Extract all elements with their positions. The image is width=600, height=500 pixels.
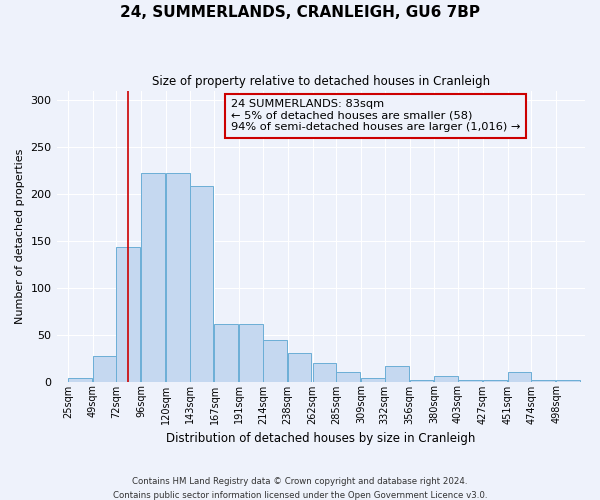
Bar: [288, 354, 311, 382]
Bar: [458, 380, 482, 382]
Bar: [214, 324, 238, 382]
Text: Contains HM Land Registry data © Crown copyright and database right 2024.
Contai: Contains HM Land Registry data © Crown c…: [113, 478, 487, 500]
Bar: [92, 356, 116, 382]
Text: 24 SUMMERLANDS: 83sqm
← 5% of detached houses are smaller (58)
94% of semi-detac: 24 SUMMERLANDS: 83sqm ← 5% of detached h…: [231, 100, 520, 132]
Bar: [68, 378, 92, 382]
Bar: [116, 248, 140, 382]
Bar: [508, 372, 532, 382]
Title: Size of property relative to detached houses in Cranleigh: Size of property relative to detached ho…: [152, 75, 490, 88]
Bar: [263, 340, 287, 382]
Bar: [385, 366, 409, 382]
Bar: [532, 380, 555, 382]
Bar: [190, 186, 214, 382]
Bar: [336, 372, 360, 382]
Bar: [313, 362, 336, 382]
Bar: [483, 380, 506, 382]
Y-axis label: Number of detached properties: Number of detached properties: [15, 148, 25, 324]
Bar: [434, 376, 458, 382]
Bar: [410, 380, 433, 382]
Bar: [166, 173, 190, 382]
Bar: [239, 324, 263, 382]
Bar: [556, 380, 580, 382]
Text: 24, SUMMERLANDS, CRANLEIGH, GU6 7BP: 24, SUMMERLANDS, CRANLEIGH, GU6 7BP: [120, 5, 480, 20]
Bar: [141, 173, 165, 382]
Bar: [361, 378, 385, 382]
X-axis label: Distribution of detached houses by size in Cranleigh: Distribution of detached houses by size …: [166, 432, 475, 445]
